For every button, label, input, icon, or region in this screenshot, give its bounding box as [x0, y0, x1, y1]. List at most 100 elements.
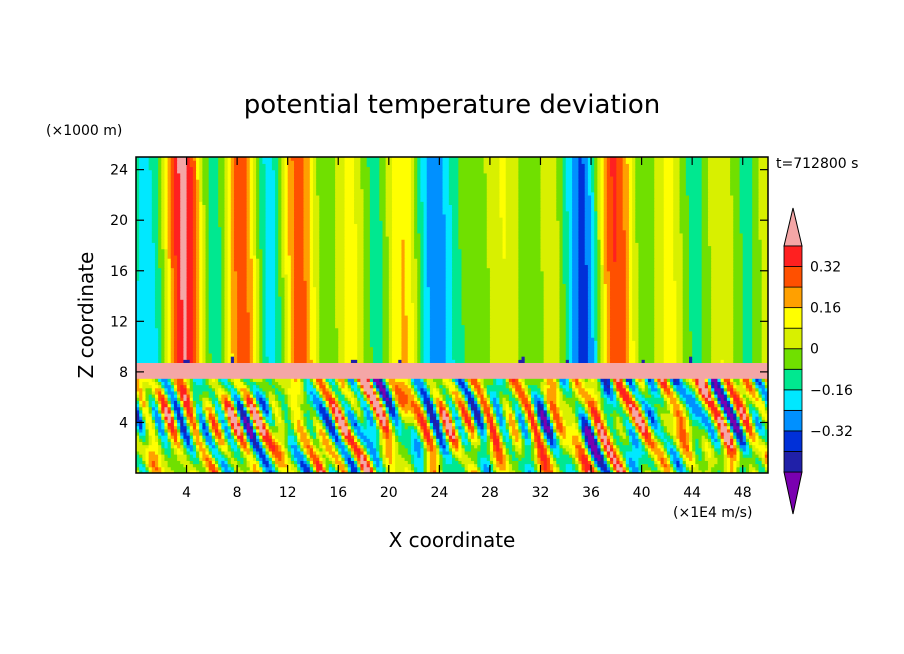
heatmap-cell	[587, 457, 592, 461]
heatmap-cell	[136, 397, 140, 401]
heatmap-cell	[205, 438, 213, 442]
heatmap-cell	[448, 409, 453, 414]
heatmap-cell	[448, 441, 453, 446]
heatmap-cell	[638, 425, 643, 430]
heatmap-cell	[603, 441, 608, 446]
heatmap-cell	[429, 463, 437, 468]
heatmap-cell	[306, 447, 311, 452]
heatmap-cell	[730, 466, 734, 471]
x-unit-label: (×1E4 m/s)	[673, 505, 752, 521]
heatmap-cell	[635, 400, 640, 405]
heatmap-cell	[417, 435, 421, 439]
heatmap-cell	[199, 394, 210, 398]
heatmap-cell	[316, 466, 324, 471]
heatmap-cell	[268, 431, 273, 436]
heatmap-cell	[749, 431, 753, 436]
heatmap-cell	[521, 400, 529, 405]
heatmap-cell	[142, 400, 147, 405]
heatmap-cell	[426, 412, 431, 417]
heatmap-cell	[477, 425, 482, 430]
heatmap-cell	[196, 466, 207, 471]
heatmap-cell	[230, 397, 235, 401]
heatmap-cell	[666, 438, 674, 442]
heatmap-cell	[442, 422, 447, 427]
heatmap-cell	[761, 422, 766, 427]
heatmap-cell	[177, 444, 181, 449]
heatmap-cell	[486, 435, 491, 439]
heatmap-cell	[161, 409, 166, 414]
heatmap-cell	[578, 425, 583, 430]
heatmap-cell	[281, 412, 286, 417]
heatmap-cell	[632, 403, 636, 408]
heatmap-cell	[499, 431, 504, 436]
heatmap-cell	[243, 457, 248, 461]
heatmap-cell	[331, 419, 336, 424]
heatmap-cell	[180, 425, 188, 430]
heatmap-cell	[275, 397, 279, 401]
heatmap-cell	[445, 412, 450, 417]
heatmap-cell	[391, 422, 396, 427]
heatmap-cell	[594, 460, 598, 465]
heatmap-cell	[452, 431, 456, 436]
heatmap-cell	[752, 450, 756, 455]
heatmap-cell	[657, 457, 662, 461]
heatmap-cell	[278, 419, 282, 424]
heatmap-cell	[505, 416, 510, 420]
heatmap-cell	[572, 438, 579, 442]
heatmap-cell	[622, 400, 627, 405]
heatmap-cell	[341, 435, 346, 439]
heatmap-cell	[354, 463, 358, 468]
heatmap-cell	[350, 397, 355, 401]
heatmap-cell	[534, 450, 538, 455]
heatmap-cell	[224, 403, 232, 408]
heatmap-cell	[205, 419, 210, 424]
heatmap-cell	[508, 419, 516, 424]
heatmap-cell	[477, 416, 482, 420]
heatmap-cell	[284, 450, 289, 455]
heatmap-cell	[455, 431, 459, 436]
heatmap-cell	[527, 397, 532, 401]
heatmap-cell	[186, 416, 191, 420]
heatmap-cell	[344, 416, 349, 420]
heatmap-cell	[685, 435, 690, 439]
heatmap-cell	[357, 431, 365, 436]
heatmap-cell	[508, 400, 513, 405]
heatmap-cell	[575, 406, 579, 411]
heatmap-cell	[591, 416, 595, 420]
heatmap-cell	[360, 438, 365, 442]
heatmap-cell	[512, 428, 519, 433]
heatmap-cell	[673, 447, 677, 452]
heatmap-cell	[439, 447, 444, 452]
heatmap-cell	[461, 450, 466, 455]
heatmap-cell	[512, 431, 519, 436]
heatmap-cell	[373, 400, 380, 405]
x-axis-label: X coordinate	[389, 528, 516, 552]
heatmap-cell	[186, 419, 191, 424]
heatmap-cell	[512, 435, 516, 439]
heatmap-cell	[717, 460, 725, 465]
heatmap-cell	[382, 438, 387, 442]
heatmap-cell	[227, 428, 232, 433]
heatmap-cell	[281, 406, 289, 411]
heatmap-cell	[562, 469, 567, 473]
heatmap-cell	[369, 450, 377, 455]
heatmap-cell	[707, 416, 712, 420]
heatmap-cell	[249, 460, 257, 465]
heatmap-cell	[376, 428, 380, 433]
heatmap-cell	[354, 400, 358, 405]
heatmap-cell	[685, 403, 690, 408]
heatmap-cell	[306, 435, 311, 439]
heatmap-cell	[512, 416, 516, 420]
heatmap-cell	[404, 469, 412, 473]
heatmap-cell	[594, 400, 598, 405]
heatmap-cell	[306, 450, 311, 455]
heatmap-cell	[230, 469, 235, 473]
heatmap-cell	[651, 450, 655, 455]
heatmap-cell	[534, 422, 538, 427]
heatmap-cell	[265, 400, 270, 405]
heatmap-cell	[335, 425, 339, 430]
heatmap-cell	[151, 469, 162, 473]
heatmap-cell	[300, 466, 305, 471]
heatmap-cell	[215, 438, 219, 442]
heatmap-cell	[271, 447, 276, 452]
